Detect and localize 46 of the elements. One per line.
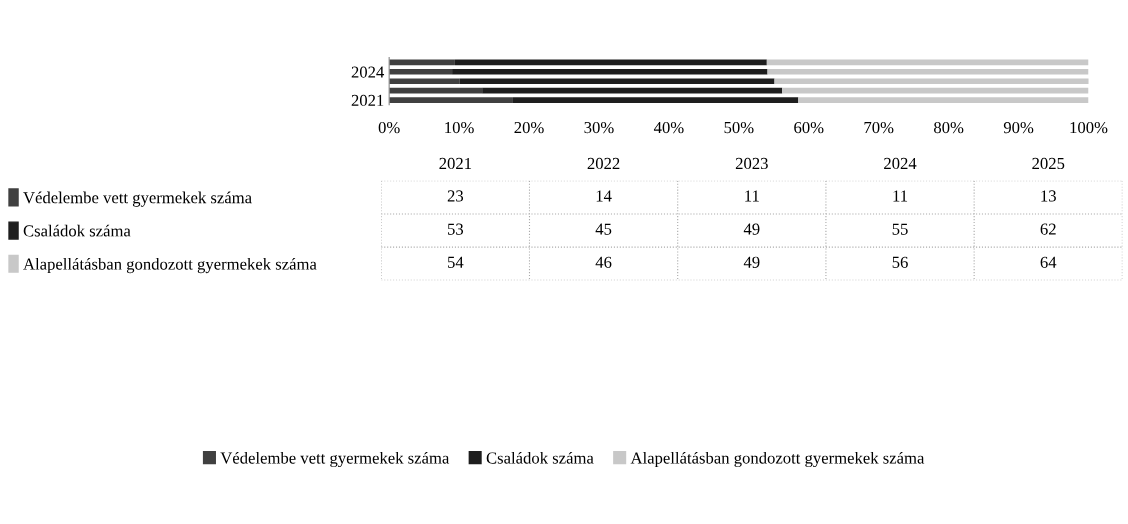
data-label: 11 <box>893 190 908 202</box>
bar <box>452 68 768 75</box>
data-label: 54 <box>448 256 464 268</box>
legend-label: Védelembe vett gyermekek száma <box>220 451 450 468</box>
x-tick-label: 90% <box>1003 121 1034 134</box>
legend-label: Alapellátásban gondozott gyermekek száma <box>630 451 925 468</box>
x-tick-label: 60% <box>794 121 824 134</box>
data-label: 62 <box>1040 223 1056 235</box>
y-tick-label: Védelembe vett gyermekek száma <box>23 191 252 207</box>
data-label: 49 <box>743 223 760 235</box>
y-tick-label: Alapellátásban gondozott gyermekek száma <box>23 257 317 274</box>
x-tick-label: 2023 <box>735 157 768 170</box>
data-label: 49 <box>743 256 760 268</box>
data-label: 14 <box>596 190 612 202</box>
x-tick-label: 2022 <box>587 157 620 170</box>
x-tick-label: 80% <box>934 121 964 134</box>
data-label: 55 <box>892 223 908 235</box>
bar <box>389 68 453 75</box>
y-tick-label: Családok száma <box>23 224 131 237</box>
data-label: 45 <box>595 223 612 235</box>
x-tick-label: 2025 <box>1032 157 1065 170</box>
data-label: 64 <box>1040 256 1057 268</box>
x-tick-label: 2021 <box>439 157 472 170</box>
x-tick-label: 70% <box>864 121 894 134</box>
bar <box>389 78 460 85</box>
bar <box>767 68 1089 75</box>
x-tick-label: 50% <box>724 121 754 134</box>
data-label: 53 <box>448 223 464 235</box>
bar <box>512 97 799 103</box>
data-label: 11 <box>745 190 759 202</box>
data-label: 23 <box>447 190 464 202</box>
x-tick-label: 20% <box>514 121 544 134</box>
x-tick-label: 40% <box>653 121 684 134</box>
x-tick-label: 2024 <box>884 157 917 170</box>
data-label: 13 <box>1041 190 1056 202</box>
legend-label: Családok száma <box>486 451 594 464</box>
data-label: 56 <box>892 256 908 268</box>
bar <box>798 97 1089 103</box>
bar <box>459 78 775 85</box>
data-label: 46 <box>595 256 612 268</box>
bar <box>774 78 1089 85</box>
bar <box>389 97 513 103</box>
x-tick-label: 100% <box>1070 121 1108 134</box>
x-tick-label: 0% <box>378 121 400 134</box>
x-tick-label: 30% <box>584 121 614 134</box>
x-tick-label: 10% <box>445 121 474 134</box>
